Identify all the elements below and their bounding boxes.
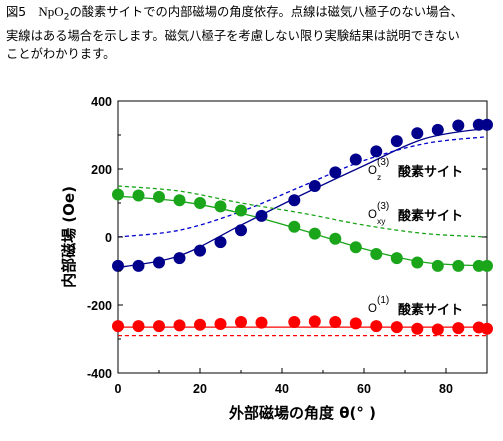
data-point — [390, 135, 403, 148]
data-point — [431, 259, 444, 272]
data-point — [431, 123, 444, 136]
series-annotation-o: O — [368, 303, 377, 315]
data-point — [173, 252, 186, 265]
data-point — [173, 194, 186, 207]
data-point — [390, 321, 403, 334]
caption-line1: の酸素サイトでの内部磁場の角度依存。点線は磁気八極子のない場合、 — [69, 5, 463, 19]
data-point — [411, 256, 424, 269]
data-point — [349, 153, 362, 166]
series-annotation-o: O — [368, 165, 377, 177]
series-annotation: O(3) xy 酸素サイト — [368, 201, 463, 226]
data-point — [132, 259, 145, 272]
data-point — [329, 166, 342, 179]
data-point — [288, 316, 301, 328]
series-annotation-text: 酸素サイト — [398, 164, 463, 180]
data-point — [235, 204, 247, 217]
data-point — [308, 227, 321, 240]
data-point — [452, 322, 465, 335]
data-point — [329, 232, 342, 245]
data-point — [173, 319, 186, 332]
data-point — [481, 118, 493, 131]
y-tick-label: 0 — [105, 231, 112, 245]
figure-caption: 図5 NpO2の酸素サイトでの内部磁場の角度依存。点線は磁気八極子のない場合、 … — [6, 3, 498, 64]
fit-curve-dashed — [117, 185, 488, 238]
series-annotation-text: 酸素サイト — [398, 208, 463, 224]
series-annotation-sup: (3) — [377, 201, 389, 212]
series-annotation-sub: z — [377, 172, 381, 182]
y-tick-label: 200 — [91, 163, 112, 177]
formula: NpO2 — [38, 4, 70, 23]
data-point — [194, 244, 206, 257]
x-tick-label: 40 — [275, 382, 289, 396]
x-tick-label: 80 — [439, 382, 453, 396]
data-point — [472, 259, 485, 272]
fit-curve-solid — [117, 195, 488, 267]
data-point — [481, 259, 493, 272]
data-point — [390, 252, 403, 265]
series-annotation: O(1) 酸素サイト — [368, 295, 463, 318]
data-point — [349, 317, 362, 330]
x-tick-label: 0 — [115, 382, 122, 396]
caption-rest: 実線はある場合を示します。磁気八極子を考慮しない限り実験結果は説明できない こと… — [6, 28, 460, 62]
y-tick-label: 400 — [91, 95, 112, 109]
data-point — [214, 318, 227, 331]
data-point — [132, 189, 145, 202]
data-point — [194, 197, 206, 209]
data-point — [431, 323, 444, 336]
data-point — [255, 316, 268, 329]
x-axis-label: 外部磁場の角度 θ(° ) — [228, 404, 376, 422]
data-point — [308, 180, 321, 192]
data-point — [112, 188, 124, 201]
data-point — [349, 241, 362, 254]
series-annotation-sub: xy — [377, 216, 386, 226]
data-point — [194, 318, 206, 331]
fit-curve-solid — [117, 127, 488, 269]
data-point — [411, 322, 424, 335]
data-points — [112, 118, 493, 336]
data-point — [235, 224, 247, 237]
data-point — [370, 248, 383, 260]
data-point — [153, 320, 165, 333]
x-tick-label: 60 — [357, 382, 371, 396]
data-point — [112, 320, 124, 333]
y-axis-label: 内部磁場 (Oe) — [60, 186, 78, 288]
data-point — [481, 322, 493, 335]
series-annotation-text: 酸素サイト — [398, 302, 463, 318]
figure-label: 図5 — [6, 5, 27, 19]
data-point — [214, 236, 227, 249]
data-point — [153, 256, 165, 269]
data-point — [308, 315, 321, 328]
data-point — [112, 259, 124, 272]
data-point — [370, 320, 383, 333]
y-tick-label: -400 — [87, 367, 112, 381]
data-point — [370, 145, 383, 158]
axis-ticks: 0 20 40 60 80 -400 -200 0 200 400 — [87, 95, 487, 396]
data-point — [255, 209, 268, 222]
data-point — [411, 127, 424, 140]
data-point — [153, 190, 165, 203]
series-annotation-o: O — [368, 209, 377, 221]
series-annotation-sup: (1) — [377, 295, 389, 306]
data-point — [452, 119, 465, 132]
y-tick-label: -200 — [87, 299, 112, 313]
data-point — [452, 259, 465, 272]
fit-curve-dashed — [117, 136, 488, 238]
data-point — [132, 320, 145, 333]
series-annotation: O(3) z 酸素サイト — [368, 157, 463, 182]
data-point — [472, 118, 485, 131]
data-point — [214, 200, 227, 213]
series-annotation-sup: (3) — [377, 157, 389, 168]
data-point — [288, 220, 301, 233]
x-tick-label: 20 — [193, 382, 207, 396]
data-point — [288, 194, 301, 207]
data-point — [235, 316, 247, 328]
data-point — [329, 316, 342, 328]
